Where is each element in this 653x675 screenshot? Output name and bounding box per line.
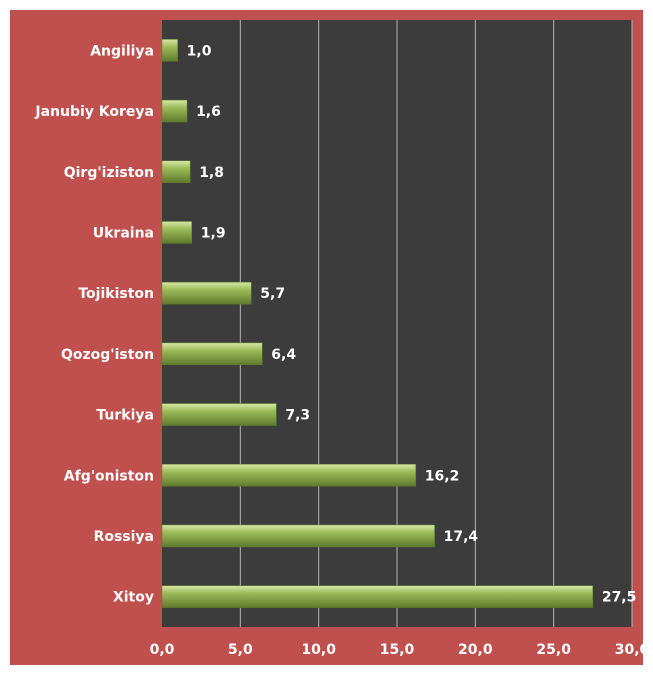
data-label: 27,5 bbox=[602, 590, 637, 606]
gridlines bbox=[239, 20, 633, 627]
x-tick-label: 20,0 bbox=[458, 642, 493, 658]
x-tick-label: 15,0 bbox=[380, 642, 415, 658]
x-tick-label: 25,0 bbox=[536, 642, 571, 658]
data-label: 1,0 bbox=[187, 43, 212, 59]
data-label: 1,6 bbox=[196, 104, 221, 120]
category-label: Janubiy Koreya bbox=[34, 104, 154, 120]
bar bbox=[161, 464, 417, 487]
category-label: Qirg'iziston bbox=[64, 165, 154, 181]
bar-chart: 1,0 1,6 1,8 1,9 5,7 6,4 7,3 16,2 17,4 27,5 Angili… bbox=[34, 20, 643, 658]
category-labels: Angiliya Janubiy Koreya Qirg'iziston Ukrain… bbox=[34, 43, 154, 605]
data-label: 1,9 bbox=[201, 225, 226, 241]
bars: 1,0 1,6 1,8 1,9 5,7 6,4 7,3 16,2 17,4 27,5 bbox=[161, 39, 637, 608]
data-label: 16,2 bbox=[425, 468, 460, 484]
data-label: 1,8 bbox=[199, 165, 224, 181]
data-label: 7,3 bbox=[285, 408, 310, 424]
category-label: Rossiya bbox=[94, 529, 154, 545]
bar bbox=[161, 221, 193, 244]
data-label: 17,4 bbox=[444, 529, 479, 545]
bar bbox=[161, 342, 263, 366]
data-label: 6,4 bbox=[271, 347, 296, 363]
category-label: Turkiya bbox=[96, 408, 154, 424]
bar bbox=[161, 403, 277, 426]
bar bbox=[161, 585, 594, 608]
category-label: Afg'oniston bbox=[64, 468, 154, 484]
x-axis-ticks: 0,0 5,0 10,0 15,0 20,0 25,0 30,0 bbox=[150, 642, 643, 658]
x-tick-label: 30,0 bbox=[615, 642, 643, 658]
x-tick-label: 0,0 bbox=[150, 642, 175, 658]
bar bbox=[161, 524, 435, 548]
category-label: Angiliya bbox=[90, 43, 154, 59]
bar bbox=[161, 99, 188, 123]
category-label: Xitoy bbox=[113, 590, 154, 606]
x-tick-label: 10,0 bbox=[301, 642, 336, 658]
bar bbox=[161, 281, 252, 305]
bar bbox=[161, 160, 191, 183]
category-label: Tojikiston bbox=[78, 286, 154, 302]
category-label: Ukraina bbox=[93, 225, 154, 241]
data-label: 5,7 bbox=[260, 286, 285, 302]
bar bbox=[161, 39, 178, 62]
x-tick-label: 5,0 bbox=[228, 642, 253, 658]
chart-frame: 1,0 1,6 1,8 1,9 5,7 6,4 7,3 16,2 17,4 27,5 Angili… bbox=[10, 10, 643, 665]
category-label: Qozog'iston bbox=[61, 347, 154, 363]
